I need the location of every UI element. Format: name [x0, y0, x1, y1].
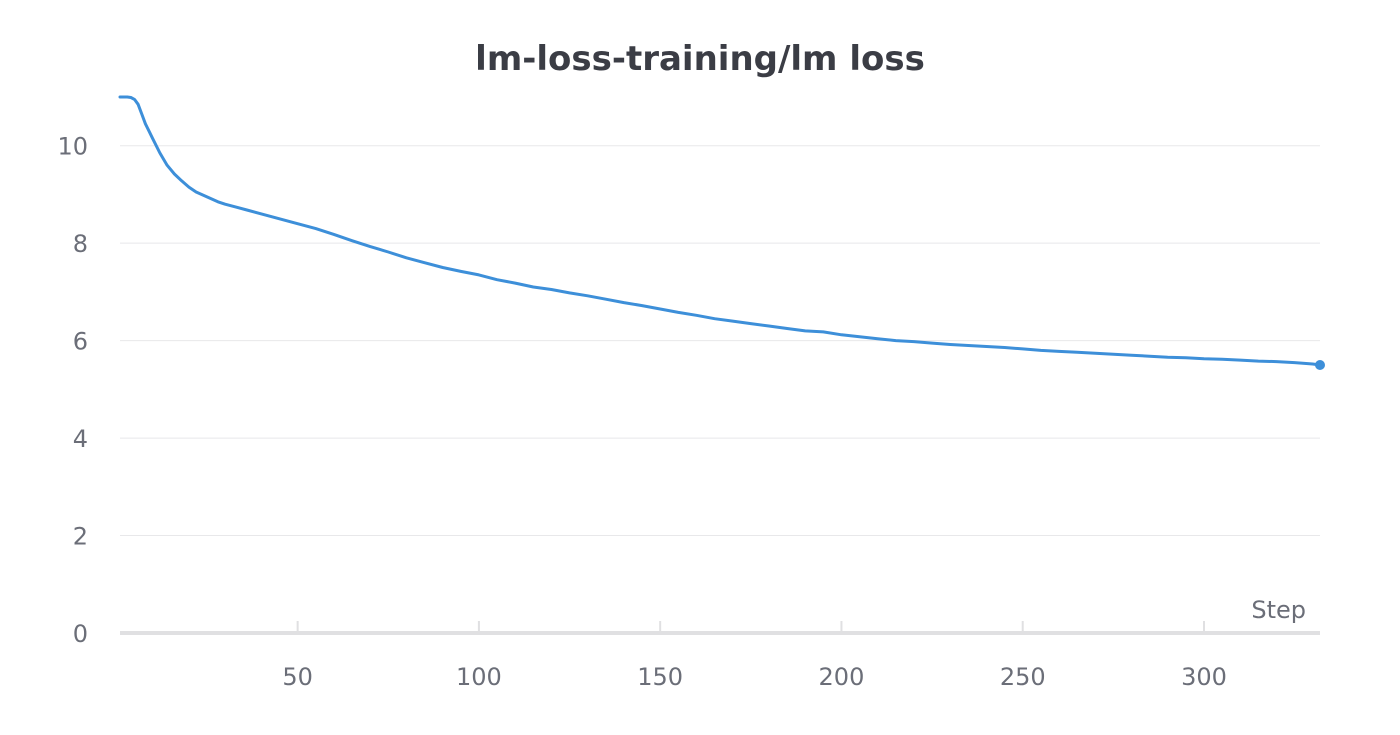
y-tick-label: 10 [57, 133, 88, 161]
x-tick-label: 100 [456, 663, 502, 691]
y-tick-label: 0 [73, 620, 88, 648]
series-line [118, 95, 1322, 367]
x-tick-label: 150 [637, 663, 683, 691]
series-end-point [1315, 360, 1325, 370]
y-tick-label: 2 [73, 523, 88, 551]
x-tick-label: 300 [1181, 663, 1227, 691]
grid-lines [120, 145, 1320, 537]
y-tick-label: 4 [73, 425, 88, 453]
y-axis: 0 2 4 6 8 10 [57, 133, 88, 648]
y-tick-label: 6 [73, 328, 88, 356]
y-tick-label: 8 [73, 230, 88, 258]
x-tick-label: 200 [819, 663, 865, 691]
x-axis-label: Step [1251, 596, 1306, 624]
x-axis-ticks: 50 100 150 200 250 300 [282, 621, 1227, 691]
chart-title: lm-loss-training/lm loss [475, 39, 925, 79]
x-tick-label: 50 [282, 663, 313, 691]
x-tick-label: 250 [1000, 663, 1046, 691]
series-layer [118, 95, 1325, 370]
